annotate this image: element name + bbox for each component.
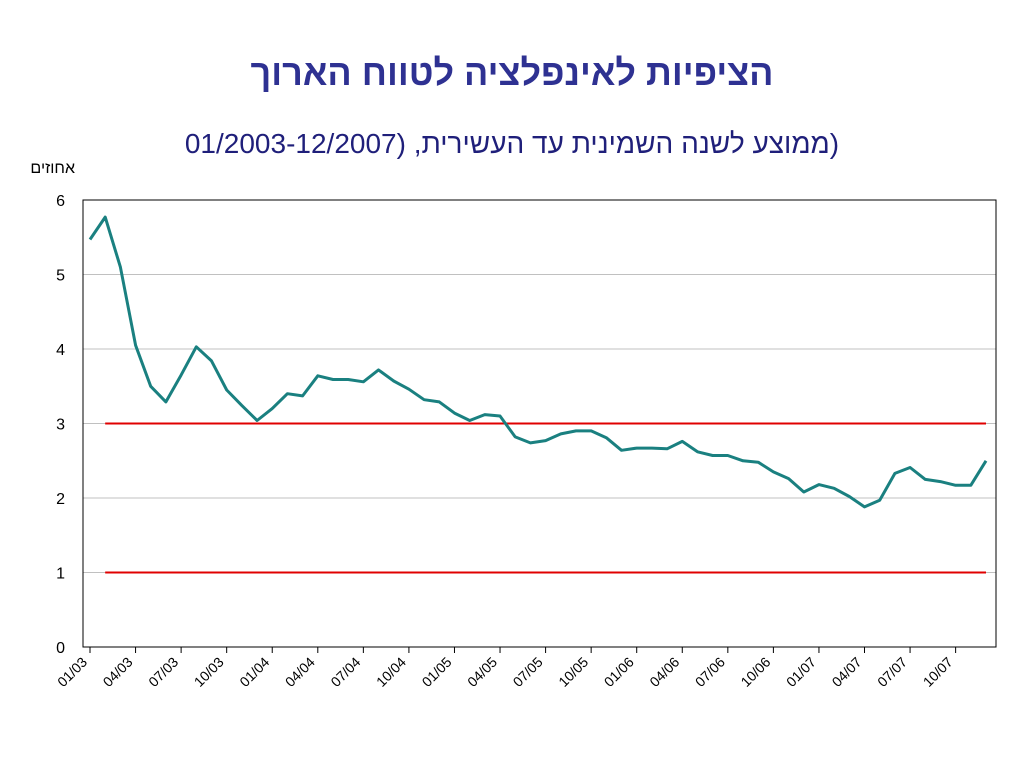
target-range-lines (105, 422, 986, 574)
x-tick-label: 04/05 (464, 654, 500, 690)
subtitle-text: (ממוצע לשנה השמינית עד העשירית, (413, 128, 840, 159)
x-tick-label: 10/06 (737, 654, 773, 690)
x-tick-label: 01/03 (54, 654, 90, 690)
y-tick-label: 1 (56, 566, 65, 583)
x-tick-label: 07/04 (327, 654, 363, 690)
x-tick-label: 01/05 (419, 654, 455, 690)
series-layer (88, 215, 988, 509)
y-axis: 0 1 2 3 4 5 6 (56, 193, 65, 657)
x-axis: 01/03 04/03 07/03 10/03 01/04 04/04 07/04 10/04… (54, 647, 957, 690)
y-tick-label: 3 (56, 417, 65, 434)
series-line (88, 215, 988, 509)
y-tick-label: 5 (56, 268, 65, 285)
x-tick-label: 04/04 (282, 654, 318, 690)
x-tick-label: 10/03 (191, 654, 227, 690)
x-tick-label: 07/06 (692, 654, 728, 690)
x-tick-label: 10/05 (555, 654, 591, 690)
y-axis-unit-label: אחוזים (30, 160, 75, 177)
x-tick-label: 07/05 (510, 654, 546, 690)
x-tick-label: 10/04 (373, 654, 409, 690)
x-tick-label: 04/03 (100, 654, 136, 690)
x-tick-label: 07/07 (874, 654, 910, 690)
x-tick-label: 01/04 (236, 654, 272, 690)
chart-title: הציפיות לאינפלציה לטווח הארוך (250, 52, 774, 93)
x-tick-label: 07/03 (145, 654, 181, 690)
subtitle-range: 01/2003-12/2007) (184, 128, 406, 159)
x-tick-label: 01/06 (601, 654, 637, 690)
x-tick-label: 04/07 (829, 654, 865, 690)
x-tick-label: 01/07 (783, 654, 819, 690)
chart-subtitle: 01/2003-12/2007) (ממוצע לשנה השמינית עד … (0, 128, 1024, 160)
y-tick-label: 2 (56, 491, 65, 508)
y-tick-label: 4 (56, 342, 65, 359)
y-tick-label: 6 (56, 193, 65, 210)
x-tick-label: 10/07 (920, 654, 956, 690)
x-tick-label: 04/06 (646, 654, 682, 690)
y-tick-label: 0 (56, 640, 65, 657)
plot-area-frame (82, 199, 997, 648)
